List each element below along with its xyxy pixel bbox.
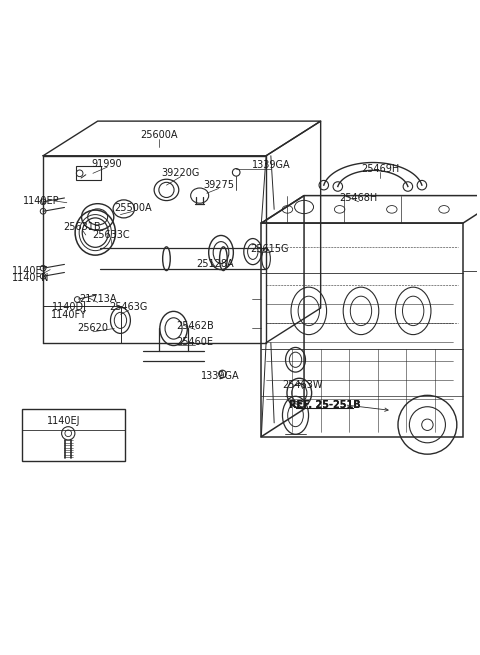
Text: 25500A: 25500A xyxy=(114,203,152,213)
Text: 25631B: 25631B xyxy=(64,222,101,232)
Text: 1140EP: 1140EP xyxy=(24,196,60,206)
Text: 1339GA: 1339GA xyxy=(252,160,290,170)
Text: 1140EJ: 1140EJ xyxy=(47,416,80,426)
Text: 1140FY: 1140FY xyxy=(51,310,87,320)
Text: 25468H: 25468H xyxy=(339,193,378,204)
Text: 39275: 39275 xyxy=(203,180,234,190)
Text: 25615G: 25615G xyxy=(251,244,289,253)
Text: 25620: 25620 xyxy=(77,324,108,333)
Text: 91990: 91990 xyxy=(92,159,122,169)
Text: 25128A: 25128A xyxy=(196,259,234,269)
Text: 25460E: 25460E xyxy=(177,337,214,346)
Text: 25463W: 25463W xyxy=(282,381,323,390)
Text: 1140DJ: 1140DJ xyxy=(52,302,87,312)
Text: 25463G: 25463G xyxy=(109,302,148,312)
Bar xyxy=(22,409,125,461)
Text: 21713A: 21713A xyxy=(79,294,117,304)
Text: REF. 25-251B: REF. 25-251B xyxy=(288,400,360,410)
Text: 25600A: 25600A xyxy=(141,130,178,140)
Text: 1140FT: 1140FT xyxy=(12,265,48,276)
Text: 1140FN: 1140FN xyxy=(12,273,49,283)
Text: 25633C: 25633C xyxy=(92,231,130,240)
Bar xyxy=(261,223,463,437)
Text: REF. 25-251B: REF. 25-251B xyxy=(288,400,360,410)
Text: 1339GA: 1339GA xyxy=(201,371,240,381)
Text: 39220G: 39220G xyxy=(161,168,200,178)
Text: 25469H: 25469H xyxy=(361,164,399,174)
Text: 25462B: 25462B xyxy=(176,321,214,331)
Bar xyxy=(76,166,101,180)
